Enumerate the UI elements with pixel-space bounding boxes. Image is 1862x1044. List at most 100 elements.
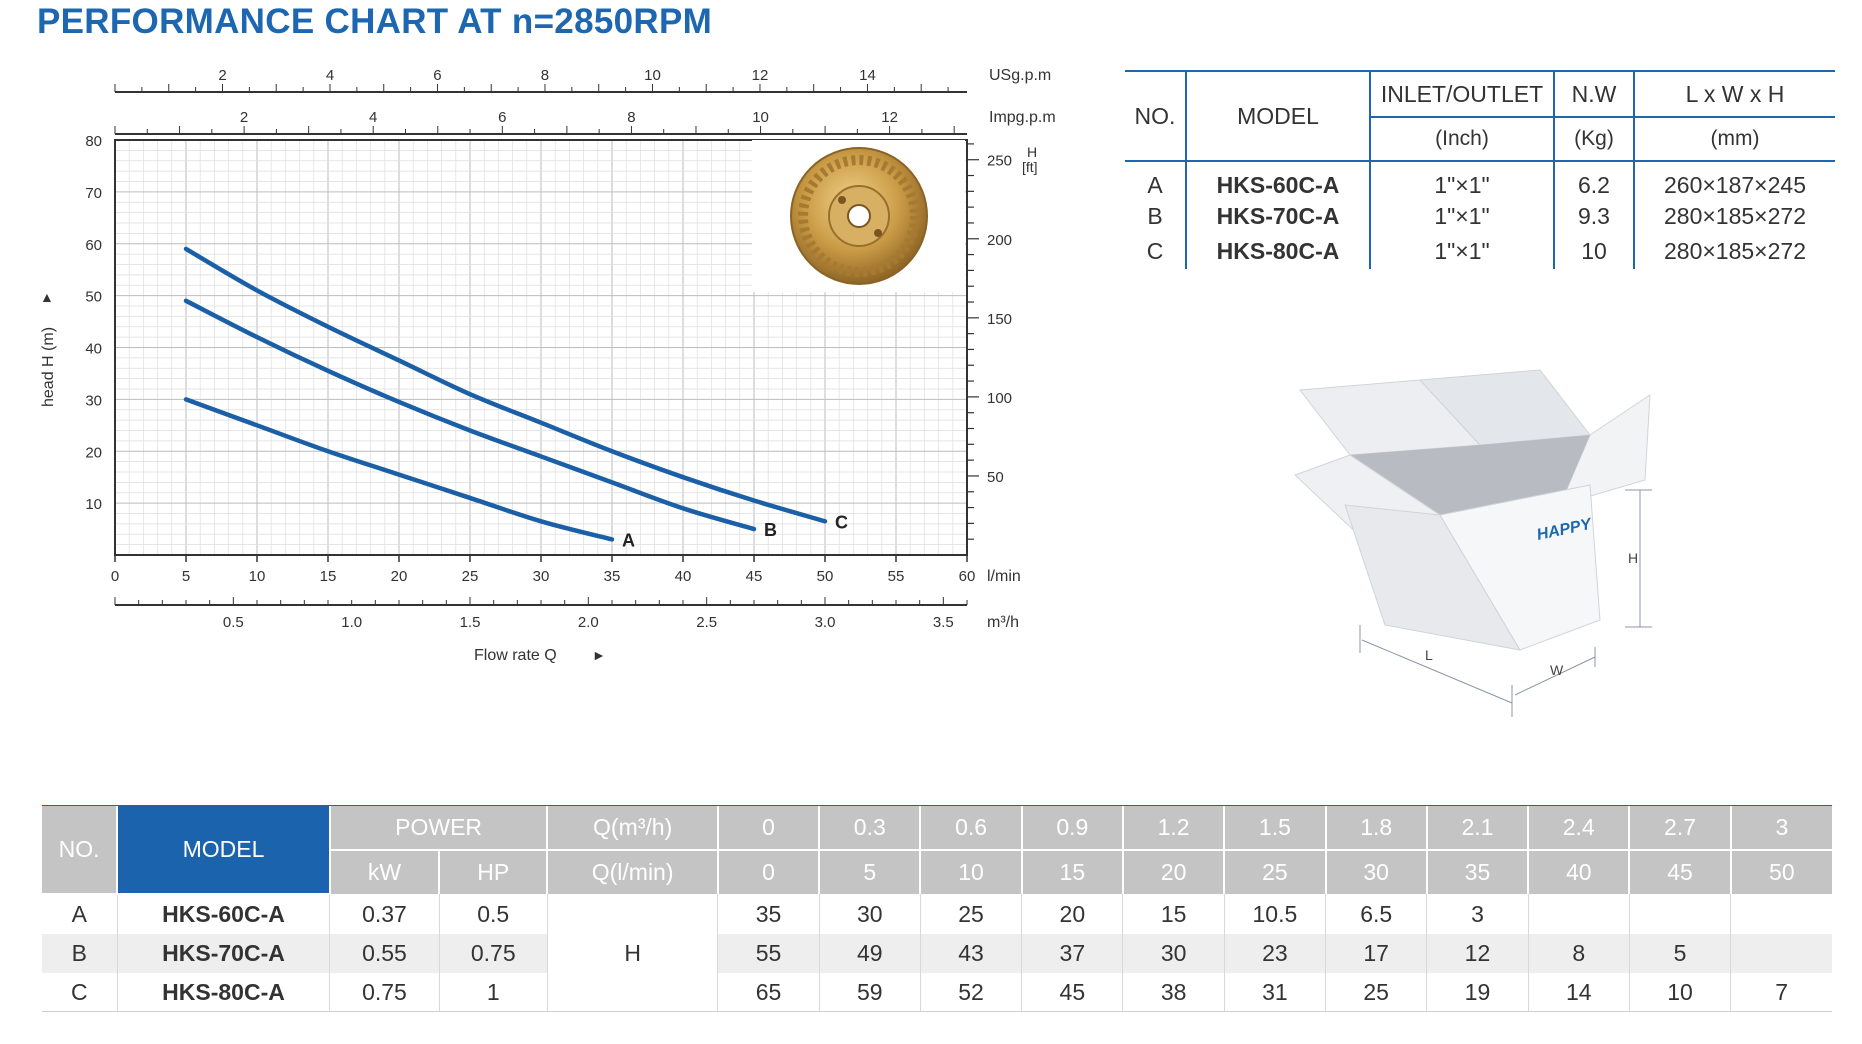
box-front-face [1439,484,1601,651]
ft-axis-unit: [ft] [1022,159,1038,175]
m3h-tick-label: 1.0 [341,614,362,631]
impgpm-tick-label: 12 [881,109,898,126]
perf-cell-h: 45 [1021,973,1124,1012]
x-axis-label: Flow rate Q [474,647,557,664]
perf-header-lmin-value: 10 [920,850,1023,894]
series-label-b: B [764,520,777,540]
x-tick-label: 50 [817,568,834,585]
perf-cell-h: 10.5 [1224,894,1327,934]
spec-row: A HKS-60C-A 1"×1" 6.2 260×187×245 [1125,161,1835,199]
m3h-unit-label: m³/h [987,614,1019,631]
box-dimension-l: L [1425,647,1433,663]
x-tick-label: 45 [746,568,763,585]
perf-cell-kw: 0.37 [329,894,440,934]
spec-header-model: MODEL [1186,71,1371,161]
impgpm-tick-label: 4 [369,109,377,126]
perf-cell-h: 25 [920,894,1023,934]
usgpm-tick-label: 4 [326,67,334,84]
perf-header-m3h-value: 0.3 [819,806,922,851]
perf-cell-h [1629,894,1732,934]
x-tick-label: 20 [391,568,408,585]
perf-cell-h: 8 [1528,934,1630,973]
perf-header-m3h-value: 1.5 [1224,806,1327,851]
perf-header-model: MODEL [117,806,331,895]
m3h-tick-label: 2.0 [578,614,599,631]
perf-cell-h: 55 [717,934,820,973]
perf-header-lmin-value: 5 [819,850,922,894]
perf-cell-hp: 1 [439,973,548,1012]
spec-header-inlet: INLET/OUTLET [1370,71,1555,118]
perf-header-m3h-value: 0 [717,806,821,851]
y-tick-label: 70 [85,185,102,202]
perf-cell-h [1528,894,1630,934]
spec-cell-nw: 9.3 [1554,199,1635,234]
series-label-c: C [835,512,848,532]
y-tick-label: 30 [85,392,102,409]
y-tick-label: 10 [85,496,102,513]
perf-cell-kw: 0.75 [329,973,440,1012]
impgpm-tick-label: 8 [627,109,635,126]
spec-cell-no: C [1125,234,1187,269]
x-tick-label: 55 [888,568,905,585]
perf-header-lmin-value: 50 [1730,850,1832,894]
perf-cell-h: 17 [1325,934,1428,973]
spec-cell-model: HKS-80C-A [1186,234,1371,269]
ft-tick-label: 50 [987,469,1004,486]
y-tick-label: 40 [85,341,102,358]
perf-cell-h: 23 [1224,934,1327,973]
perf-cell-h-label: H [547,894,719,1012]
perf-cell-h: 35 [717,894,820,934]
perf-cell-h [1730,934,1832,973]
perf-header-m3h-value: 0.9 [1021,806,1124,851]
x-tick-label: 40 [675,568,692,585]
y-tick-label: 80 [85,133,102,150]
perf-header-m3h-value: 2.4 [1528,806,1631,851]
box-dimension-w: W [1550,662,1564,678]
perf-cell-h: 65 [717,973,820,1012]
carton-box-illustration: HAPPY H L W [1294,369,1652,717]
perf-cell-h: 30 [819,894,921,934]
spec-cell-nw: 10 [1554,234,1635,269]
perf-cell-h: 52 [920,973,1023,1012]
perf-header-m3h-value: 2.7 [1629,806,1732,851]
perf-header-kw: kW [329,850,441,894]
perf-cell-h: 31 [1224,973,1327,1012]
perf-cell-kw: 0.55 [329,934,440,973]
perf-cell-h: 3 [1426,894,1529,934]
x-tick-label: 15 [320,568,337,585]
perf-cell-h: 19 [1426,973,1529,1012]
perf-cell-h: 15 [1122,894,1225,934]
perf-cell-model: HKS-80C-A [117,973,331,1012]
spec-row: B HKS-70C-A 1"×1" 9.3 280×185×272 [1125,199,1835,234]
perf-header-lmin-value: 0 [717,850,821,894]
perf-header-m3h-value: 3 [1730,806,1832,851]
x-tick-label: 35 [604,568,621,585]
perf-cell-h: 43 [920,934,1023,973]
perf-cell-no: A [42,894,118,934]
perf-header-lmin-value: 30 [1325,850,1428,894]
perf-cell-no: C [42,973,118,1012]
spec-cell-model: HKS-60C-A [1186,161,1371,199]
spec-header-no: NO. [1125,71,1187,161]
perf-cell-h: 10 [1629,973,1732,1012]
ft-axis-label: H [1027,144,1037,160]
perf-header-lmin-value: 35 [1426,850,1530,894]
page-title: PERFORMANCE CHART AT n=2850RPM [37,2,713,41]
spec-cell-no: B [1125,199,1187,234]
y-tick-label: 60 [85,237,102,254]
y-axis-label: head H (m) [40,327,57,407]
perf-cell-h: 12 [1426,934,1529,973]
perf-cell-hp: 0.5 [439,894,548,934]
perf-cell-h: 6.5 [1325,894,1428,934]
perf-cell-no: B [42,934,118,973]
spec-header-nw: N.W [1554,71,1635,118]
perf-cell-h: 37 [1021,934,1124,973]
impgpm-tick-label: 2 [240,109,248,126]
usgpm-unit-label: USg.p.m [989,67,1051,84]
spec-cell-nw: 6.2 [1554,161,1635,199]
m3h-tick-label: 0.5 [223,614,244,631]
x-tick-label: 10 [249,568,266,585]
perf-header-lmin-value: 40 [1528,850,1631,894]
m3h-tick-label: 2.5 [696,614,717,631]
spec-table: NO. MODEL INLET/OUTLET N.W L x W x H (In… [1125,70,1835,269]
